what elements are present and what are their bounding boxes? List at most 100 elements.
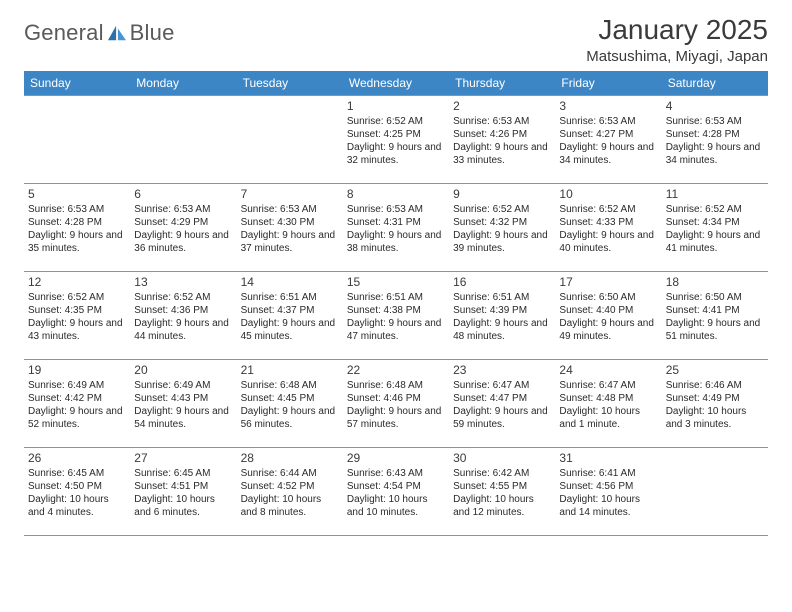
day-details: Sunrise: 6:53 AMSunset: 4:30 PMDaylight:… (241, 203, 339, 255)
calendar-day-cell: 11 Sunrise: 6:52 AMSunset: 4:34 PMDayligh… (662, 184, 768, 272)
day-header: Thursday (449, 71, 555, 96)
day-number: 28 (241, 451, 339, 465)
day-number: 1 (347, 99, 445, 113)
day-number: 21 (241, 363, 339, 377)
day-details: Sunrise: 6:53 AMSunset: 4:26 PMDaylight:… (453, 115, 551, 167)
calendar-day-cell: 21Sunrise: 6:48 AMSunset: 4:45 PMDayligh… (237, 360, 343, 448)
day-number: 3 (559, 99, 657, 113)
calendar-page: General Blue January 2025 Matsushima, Mi… (0, 0, 792, 554)
day-number: 8 (347, 187, 445, 201)
day-details: Sunrise: 6:52 AMSunset: 4:36 PMDaylight:… (134, 291, 232, 343)
day-details: Sunrise: 6:47 AMSunset: 4:48 PMDaylight:… (559, 379, 657, 431)
calendar-day-cell: 15Sunrise: 6:51 AMSunset: 4:38 PMDayligh… (343, 272, 449, 360)
calendar-day-cell: 28 Sunrise: 6:44 AMSunset: 4:52 PMDayligh… (237, 448, 343, 536)
day-header: Sunday (24, 71, 130, 96)
calendar-day-cell: 3 Sunrise: 6:53 AMSunset: 4:27 PMDaylight… (555, 96, 661, 184)
calendar-day-cell: 22 Sunrise: 6:48 AMSunset: 4:46 PMDayligh… (343, 360, 449, 448)
day-details: Sunrise: 6:49 AMSunset: 4:42 PMDaylight:… (28, 379, 126, 431)
calendar-day-cell: 20Sunrise: 6:49 AMSunset: 4:43 PMDayligh… (130, 360, 236, 448)
day-details: Sunrise: 6:53 AMSunset: 4:27 PMDaylight:… (559, 115, 657, 167)
brand-logo: General Blue (24, 20, 175, 46)
day-details: Sunrise: 6:53 AMSunset: 4:31 PMDaylight:… (347, 203, 445, 255)
calendar-day-cell: 24 Sunrise: 6:47 AMSunset: 4:48 PMDayligh… (555, 360, 661, 448)
calendar-day-cell: 31 Sunrise: 6:41 AMSunset: 4:56 PMDayligh… (555, 448, 661, 536)
calendar-table: SundayMondayTuesdayWednesdayThursdayFrid… (24, 71, 768, 536)
calendar-day-cell: 26Sunrise: 6:45 AMSunset: 4:50 PMDayligh… (24, 448, 130, 536)
day-number: 7 (241, 187, 339, 201)
day-number: 31 (559, 451, 657, 465)
day-details: Sunrise: 6:50 AMSunset: 4:41 PMDaylight:… (666, 291, 764, 343)
day-details: Sunrise: 6:50 AMSunset: 4:40 PMDaylight:… (559, 291, 657, 343)
day-details: Sunrise: 6:49 AMSunset: 4:43 PMDaylight:… (134, 379, 232, 431)
calendar-day-cell: 7 Sunrise: 6:53 AMSunset: 4:30 PMDaylight… (237, 184, 343, 272)
sail-icon (106, 24, 128, 42)
calendar-day-cell: 19 Sunrise: 6:49 AMSunset: 4:42 PMDayligh… (24, 360, 130, 448)
calendar-empty-cell (24, 96, 130, 184)
day-number: 24 (559, 363, 657, 377)
calendar-day-cell: 5Sunrise: 6:53 AMSunset: 4:28 PMDaylight… (24, 184, 130, 272)
day-number: 13 (134, 275, 232, 289)
day-details: Sunrise: 6:52 AMSunset: 4:34 PMDaylight:… (666, 203, 764, 255)
day-details: Sunrise: 6:53 AMSunset: 4:28 PMDaylight:… (666, 115, 764, 167)
day-details: Sunrise: 6:51 AMSunset: 4:38 PMDaylight:… (347, 291, 445, 343)
day-header: Friday (555, 71, 661, 96)
day-number: 26 (28, 451, 126, 465)
day-details: Sunrise: 6:53 AMSunset: 4:29 PMDaylight:… (134, 203, 232, 255)
day-number: 27 (134, 451, 232, 465)
day-details: Sunrise: 6:43 AMSunset: 4:54 PMDaylight:… (347, 467, 445, 519)
calendar-day-cell: 13 Sunrise: 6:52 AMSunset: 4:36 PMDayligh… (130, 272, 236, 360)
calendar-day-cell: 10 Sunrise: 6:52 AMSunset: 4:33 PMDayligh… (555, 184, 661, 272)
calendar-week-row: 19 Sunrise: 6:49 AMSunset: 4:42 PMDayligh… (24, 360, 768, 448)
day-number: 23 (453, 363, 551, 377)
day-number: 5 (28, 187, 126, 201)
calendar-day-cell: 18Sunrise: 6:50 AMSunset: 4:41 PMDayligh… (662, 272, 768, 360)
calendar-day-cell: 12 Sunrise: 6:52 AMSunset: 4:35 PMDayligh… (24, 272, 130, 360)
calendar-week-row: 26Sunrise: 6:45 AMSunset: 4:50 PMDayligh… (24, 448, 768, 536)
day-number: 29 (347, 451, 445, 465)
location-text: Matsushima, Miyagi, Japan (586, 48, 768, 65)
day-number: 10 (559, 187, 657, 201)
day-number: 11 (666, 187, 764, 201)
day-number: 30 (453, 451, 551, 465)
day-number: 19 (28, 363, 126, 377)
day-header: Tuesday (237, 71, 343, 96)
day-number: 12 (28, 275, 126, 289)
calendar-day-cell: 27 Sunrise: 6:45 AMSunset: 4:51 PMDayligh… (130, 448, 236, 536)
day-details: Sunrise: 6:45 AMSunset: 4:51 PMDaylight:… (134, 467, 232, 519)
calendar-day-cell: 14Sunrise: 6:51 AMSunset: 4:37 PMDayligh… (237, 272, 343, 360)
day-number: 6 (134, 187, 232, 201)
header: General Blue January 2025 Matsushima, Mi… (24, 14, 768, 65)
calendar-thead: SundayMondayTuesdayWednesdayThursdayFrid… (24, 71, 768, 96)
day-header: Saturday (662, 71, 768, 96)
day-number: 17 (559, 275, 657, 289)
day-details: Sunrise: 6:42 AMSunset: 4:55 PMDaylight:… (453, 467, 551, 519)
day-number: 9 (453, 187, 551, 201)
brand-word2: Blue (130, 20, 175, 46)
day-details: Sunrise: 6:51 AMSunset: 4:37 PMDaylight:… (241, 291, 339, 343)
calendar-day-cell: 25Sunrise: 6:46 AMSunset: 4:49 PMDayligh… (662, 360, 768, 448)
day-details: Sunrise: 6:48 AMSunset: 4:46 PMDaylight:… (347, 379, 445, 431)
day-details: Sunrise: 6:46 AMSunset: 4:49 PMDaylight:… (666, 379, 764, 431)
day-number: 22 (347, 363, 445, 377)
day-details: Sunrise: 6:52 AMSunset: 4:25 PMDaylight:… (347, 115, 445, 167)
calendar-day-cell: 6 Sunrise: 6:53 AMSunset: 4:29 PMDaylight… (130, 184, 236, 272)
day-details: Sunrise: 6:52 AMSunset: 4:35 PMDaylight:… (28, 291, 126, 343)
brand-word1: General (24, 20, 104, 46)
day-details: Sunrise: 6:52 AMSunset: 4:32 PMDaylight:… (453, 203, 551, 255)
calendar-day-cell: 4 Sunrise: 6:53 AMSunset: 4:28 PMDaylight… (662, 96, 768, 184)
calendar-day-cell: 23 Sunrise: 6:47 AMSunset: 4:47 PMDayligh… (449, 360, 555, 448)
calendar-day-cell: 29 Sunrise: 6:43 AMSunset: 4:54 PMDayligh… (343, 448, 449, 536)
calendar-day-cell: 9 Sunrise: 6:52 AMSunset: 4:32 PMDaylight… (449, 184, 555, 272)
day-details: Sunrise: 6:47 AMSunset: 4:47 PMDaylight:… (453, 379, 551, 431)
calendar-day-cell: 2Sunrise: 6:53 AMSunset: 4:26 PMDaylight… (449, 96, 555, 184)
day-number: 4 (666, 99, 764, 113)
day-details: Sunrise: 6:52 AMSunset: 4:33 PMDaylight:… (559, 203, 657, 255)
calendar-day-cell: 8 Sunrise: 6:53 AMSunset: 4:31 PMDaylight… (343, 184, 449, 272)
month-title: January 2025 (586, 14, 768, 46)
day-details: Sunrise: 6:51 AMSunset: 4:39 PMDaylight:… (453, 291, 551, 343)
day-header: Monday (130, 71, 236, 96)
calendar-day-cell: 1 Sunrise: 6:52 AMSunset: 4:25 PMDaylight… (343, 96, 449, 184)
day-header: Wednesday (343, 71, 449, 96)
day-details: Sunrise: 6:44 AMSunset: 4:52 PMDaylight:… (241, 467, 339, 519)
day-details: Sunrise: 6:41 AMSunset: 4:56 PMDaylight:… (559, 467, 657, 519)
